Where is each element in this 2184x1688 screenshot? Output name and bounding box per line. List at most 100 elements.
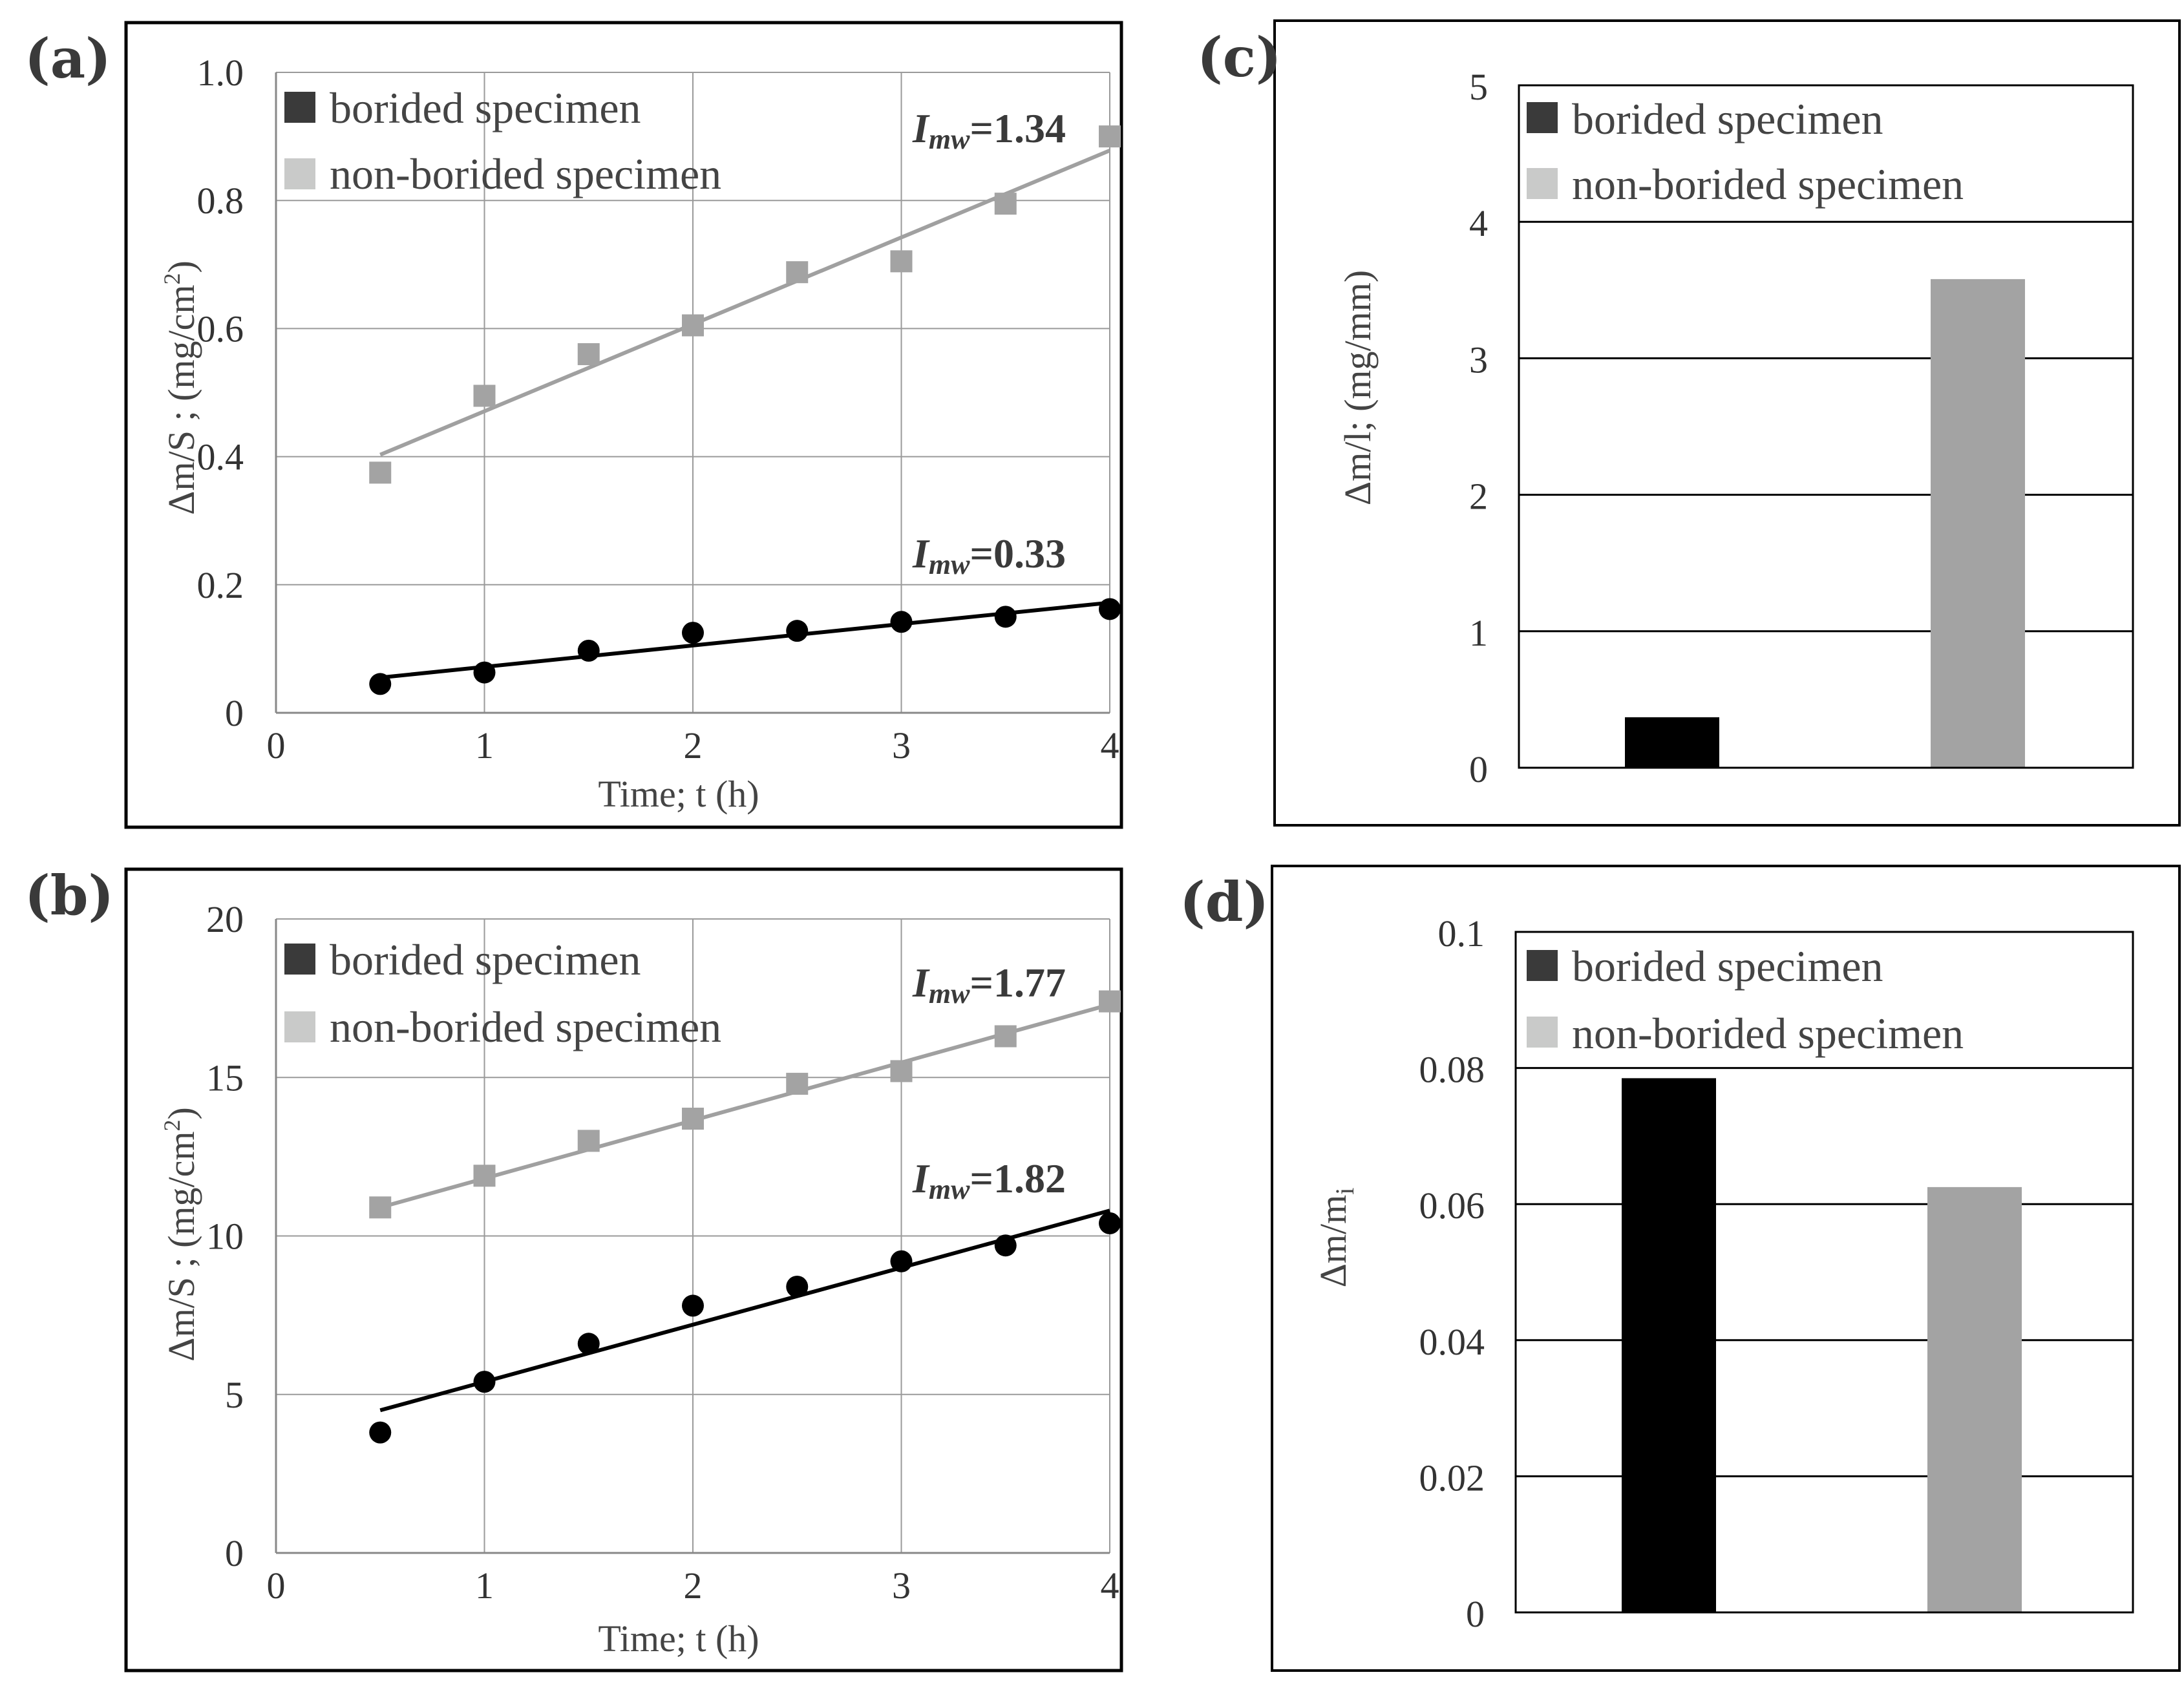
marker-nonborided — [890, 1060, 913, 1082]
panel-c-frame — [1273, 19, 2181, 827]
panel-a-xlabel: Time; t (h) — [598, 773, 759, 815]
panel-d-frame — [1271, 865, 2181, 1672]
legend-label-nonborided: non-borided specimen — [330, 1002, 721, 1051]
marker-nonborided — [1099, 125, 1121, 148]
bar-borided — [1622, 1078, 1716, 1612]
fit-line-borided — [379, 600, 1110, 680]
x-tick-label: 3 — [892, 724, 911, 766]
marker-nonborided — [682, 314, 704, 337]
y-tick-label: 0 — [225, 692, 244, 734]
panel-c-bars — [1625, 279, 2025, 768]
marker-borided — [682, 622, 704, 644]
x-tick-label: 3 — [892, 1565, 911, 1607]
x-tick-label: 1 — [475, 1565, 494, 1607]
marker-borided — [994, 606, 1017, 628]
panel-d-legend: borided specimen non-borided specimen — [1527, 942, 1964, 1058]
annotation-a-nonborided: Imw=1.34 — [912, 105, 1066, 155]
marker-borided — [369, 673, 392, 695]
marker-borided — [890, 611, 913, 633]
y-tick-label: 0.1 — [1438, 913, 1485, 955]
legend-swatch-borided — [1527, 102, 1558, 133]
marker-borided — [786, 620, 809, 642]
y-tick-label: 0 — [225, 1532, 244, 1574]
marker-borided — [994, 1234, 1017, 1257]
panel-a-fits — [379, 149, 1111, 680]
y-tick-label: 0.2 — [197, 564, 244, 606]
legend-label-borided: borided specimen — [330, 935, 641, 984]
panel-c-legend: borided specimen non-borided specimen — [1527, 94, 1964, 209]
panel-d-ticks: 0 0.02 0.04 0.06 0.08 0.1 — [1419, 913, 1485, 1635]
legend-label-nonborided: non-borided specimen — [1572, 1009, 1964, 1058]
panel-d: (d) 0 0.02 0.04 0.06 0.08 0.1 Δm/mi borided s… — [1180, 865, 2181, 1672]
legend-label-borided: borided specimen — [1572, 942, 1883, 991]
y-tick-label: 0.08 — [1419, 1049, 1485, 1091]
panel-b-axes — [275, 919, 1110, 1554]
panel-b-label: (b) — [25, 863, 114, 927]
marker-borided — [682, 1294, 704, 1317]
marker-nonborided — [577, 1130, 600, 1152]
legend-label-nonborided: non-borided specimen — [330, 149, 721, 198]
legend-swatch-borided — [284, 944, 315, 975]
panel-a-ylabel: Δm/S ; (mg/cm2) — [159, 260, 202, 515]
fit-line-nonborided — [379, 1002, 1110, 1210]
y-tick-label: 0 — [1469, 748, 1488, 790]
panel-a-grid — [276, 72, 1110, 713]
y-tick-label: 0 — [1466, 1593, 1485, 1635]
marker-nonborided — [994, 1025, 1017, 1048]
panel-d-label: (d) — [1180, 870, 1269, 934]
y-tick-label: 2 — [1469, 476, 1488, 518]
legend-label-borided: borided specimen — [330, 83, 641, 132]
y-tick-label: 5 — [225, 1374, 244, 1416]
legend-label-nonborided: non-borided specimen — [1572, 160, 1964, 209]
panel-c: (c) 0 1 2 3 4 5 Δm/l; (mg/mm) borided specime… — [1197, 19, 2181, 827]
y-tick-label: 3 — [1469, 339, 1488, 381]
panel-a-legend: borided specimen non-borided specimen — [284, 83, 721, 198]
panel-a-label: (a) — [25, 26, 111, 90]
panel-a-ticks: 0 1 2 3 4 0 0.2 0.4 0.6 0.8 1.0 — [197, 52, 1119, 766]
marker-borided — [577, 1333, 600, 1355]
legend-swatch-borided — [1527, 950, 1558, 981]
marker-borided — [369, 1421, 392, 1444]
y-tick-label: 1.0 — [197, 52, 244, 94]
y-tick-label: 0.4 — [197, 436, 244, 478]
y-tick-label: 0.8 — [197, 180, 244, 222]
bar-borided — [1625, 717, 1719, 768]
x-tick-label: 1 — [475, 724, 494, 766]
y-tick-label: 20 — [206, 898, 244, 940]
legend-swatch-nonborided — [1527, 168, 1558, 199]
legend-swatch-nonborided — [284, 158, 315, 189]
panel-b-fits — [379, 1002, 1110, 1413]
panel-a: (a) 0 1 2 3 4 0 0.2 0.4 0.6 0.8 1.0 Time; t (h) Δm… — [25, 21, 1123, 829]
bar-nonborided — [1931, 279, 2025, 768]
marker-nonborided — [890, 250, 913, 273]
panel-b-frame — [124, 867, 1123, 1672]
panel-b-markers — [369, 990, 1121, 1444]
marker-borided — [473, 661, 496, 684]
marker-borided — [1099, 1212, 1121, 1234]
x-tick-label: 2 — [684, 1565, 703, 1607]
panel-a-frame — [124, 21, 1123, 829]
panel-b-ylabel: Δm/S ; (mg/cm2) — [159, 1107, 202, 1362]
fit-line-borided — [379, 1208, 1110, 1413]
x-tick-label: 2 — [684, 724, 703, 766]
marker-borided — [786, 1275, 809, 1298]
marker-borided — [577, 639, 600, 662]
x-tick-label: 4 — [1101, 1565, 1119, 1607]
legend-swatch-nonborided — [1527, 1017, 1558, 1048]
x-tick-label: 0 — [267, 724, 286, 766]
marker-nonborided — [369, 1196, 392, 1219]
panel-b-grid — [276, 918, 1110, 1553]
y-tick-label: 0.06 — [1419, 1185, 1485, 1227]
panel-b-ticks: 0 1 2 3 4 0 5 10 15 20 — [206, 898, 1119, 1607]
panel-c-ylabel: Δm/l; (mg/mm) — [1337, 270, 1379, 505]
annotation-b-nonborided: Imw=1.77 — [912, 960, 1066, 1009]
marker-nonborided — [786, 261, 809, 284]
legend-swatch-nonborided — [284, 1011, 315, 1042]
annotation-a-borided: Imw=0.33 — [912, 531, 1066, 580]
legend-swatch-borided — [284, 92, 315, 123]
panel-a-markers — [369, 125, 1121, 695]
panel-b: (b) 0 1 2 3 4 0 5 10 15 20 Time; t (h) Δm/S ; (mg… — [25, 863, 1123, 1672]
panel-c-axes — [1518, 84, 2134, 769]
legend-label-borided: borided specimen — [1572, 94, 1883, 143]
panel-b-legend: borided specimen non-borided specimen — [284, 935, 721, 1051]
